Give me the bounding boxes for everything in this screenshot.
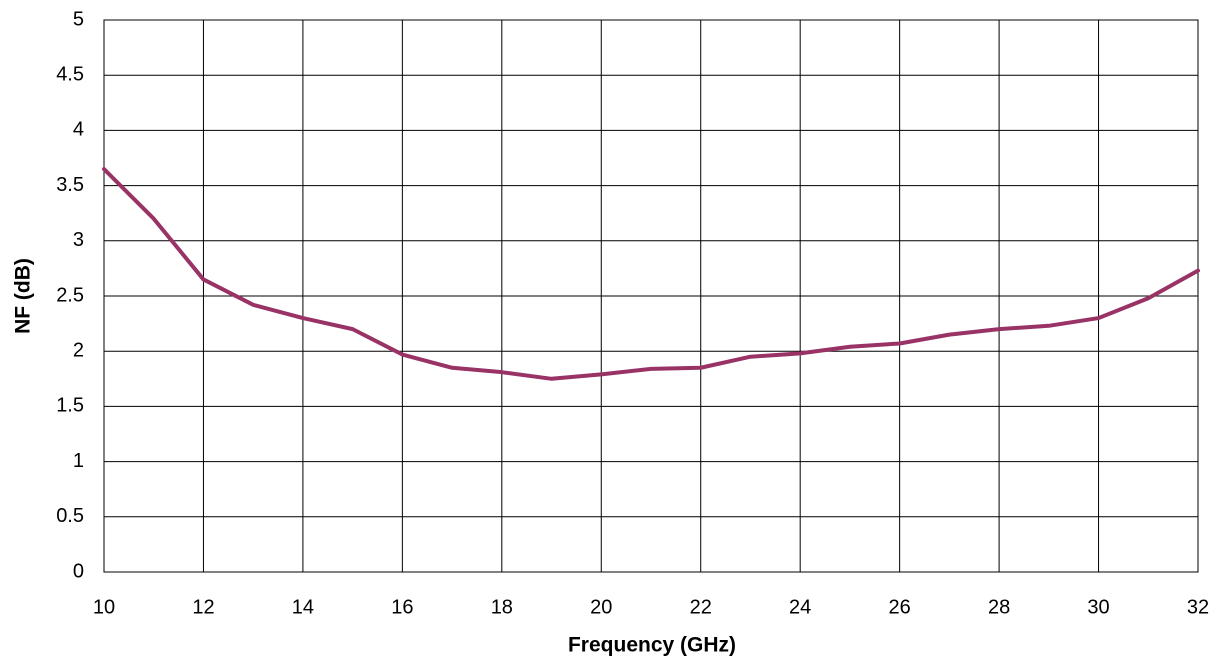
x-tick-label: 12	[192, 596, 214, 618]
x-tick-label: 24	[789, 596, 811, 618]
y-tick-label: 3	[73, 229, 84, 251]
y-tick-label: 0	[73, 560, 84, 582]
y-tick-label: 0.5	[56, 505, 84, 527]
y-tick-label: 1.5	[56, 395, 84, 417]
x-tick-label: 26	[889, 596, 911, 618]
x-tick-label: 14	[292, 596, 314, 618]
x-tick-label: 18	[491, 596, 513, 618]
plot-frame	[103, 19, 1199, 573]
y-tick-label: 4	[73, 119, 84, 141]
data-line	[102, 167, 1200, 381]
x-tick-label: 28	[988, 596, 1010, 618]
x-tick-label: 32	[1187, 596, 1209, 618]
x-axis-title: Frequency (GHz)	[568, 634, 736, 657]
y-tick-label: 5	[73, 8, 84, 30]
x-tick-label: 20	[590, 596, 612, 618]
y-tick-label: 2.5	[56, 284, 84, 306]
y-tick-label: 4.5	[56, 63, 84, 85]
x-tick-label: 16	[391, 596, 413, 618]
y-tick-label: 3.5	[56, 174, 84, 196]
y-tick-label: 1	[73, 450, 84, 472]
y-axis-title: NF (dB)	[12, 258, 35, 334]
x-tick-label: 30	[1087, 596, 1109, 618]
x-tick-label: 10	[93, 596, 115, 618]
y-tick-label: 2	[73, 339, 84, 361]
x-tick-label: 22	[690, 596, 712, 618]
